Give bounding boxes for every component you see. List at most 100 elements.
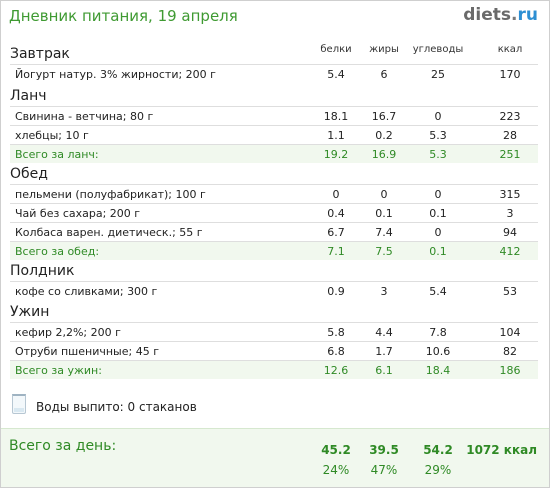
food-fat: 1.7 xyxy=(375,345,393,358)
food-name: Свинина - ветчина; 80 г xyxy=(15,110,154,123)
food-kcal: 223 xyxy=(499,110,521,123)
page-title: Дневник питания, 19 апреля xyxy=(9,7,238,25)
food-fat: 3 xyxy=(380,285,388,298)
total-carbs: 18.4 xyxy=(425,364,451,377)
food-name: Отруби пшеничные; 45 г xyxy=(15,345,159,358)
food-name: хлебцы; 10 г xyxy=(15,129,89,142)
food-fat: 0.2 xyxy=(375,129,393,142)
food-row[interactable]: хлебцы; 10 г 1.1 0.2 5.3 28 xyxy=(10,125,538,144)
meal-total-row: Всего за ланч: 19.2 16.9 5.3 251 xyxy=(10,144,538,163)
food-kcal: 3 xyxy=(506,207,514,220)
meal-title: Полдник xyxy=(10,263,75,279)
meal-total-label: Всего за ланч: xyxy=(15,148,99,161)
food-row[interactable]: кефир 2,2%; 200 г 5.8 4.4 7.8 104 xyxy=(10,322,538,341)
logo-name: diets xyxy=(463,5,512,25)
meal-breakfast: Завтрак Йогурт натур. 3% жирности; 200 г… xyxy=(10,44,538,83)
meal-snack: Полдник кофе со сливками; 300 г 0.9 3 5.… xyxy=(10,261,538,300)
food-name: Йогурт натур. 3% жирности; 200 г xyxy=(15,68,216,81)
total-fat: 7.5 xyxy=(375,245,393,258)
food-name: кофе со сливками; 300 г xyxy=(15,285,158,298)
day-total-kcal: 1072 ккал xyxy=(466,443,537,457)
meal-title: Ланч xyxy=(10,88,47,104)
food-row[interactable]: Йогурт натур. 3% жирности; 200 г 5.4 6 2… xyxy=(10,64,538,83)
column-header-carbs: углеводы xyxy=(412,44,464,55)
day-total-fat: 39.5 xyxy=(369,443,399,457)
column-header-fat: жиры xyxy=(369,44,399,55)
day-total-box: Всего за день: 45.2 39.5 54.2 1072 ккал … xyxy=(1,428,549,487)
food-name: пельмени (полуфабрикат); 100 г xyxy=(15,188,206,201)
day-protein-percent: 24% xyxy=(322,463,350,477)
food-carbs: 0.1 xyxy=(429,207,447,220)
meal-lunch: Ланч Свинина - ветчина; 80 г 18.1 16.7 0… xyxy=(10,86,538,163)
total-carbs: 0.1 xyxy=(429,245,447,258)
total-protein: 19.2 xyxy=(323,148,349,161)
food-row[interactable]: Свинина - ветчина; 80 г 18.1 16.7 0 223 xyxy=(10,106,538,125)
day-total-label: Всего за день: xyxy=(9,438,117,454)
food-protein: 5.8 xyxy=(327,326,345,339)
total-carbs: 5.3 xyxy=(429,148,447,161)
food-kcal: 170 xyxy=(499,68,521,81)
food-fat: 16.7 xyxy=(371,110,397,123)
total-kcal: 412 xyxy=(499,245,521,258)
meal-title: Обед xyxy=(10,166,48,182)
food-protein: 18.1 xyxy=(323,110,349,123)
day-fat-percent: 47% xyxy=(370,463,398,477)
food-kcal: 104 xyxy=(499,326,521,339)
food-carbs: 0 xyxy=(434,110,442,123)
food-fat: 4.4 xyxy=(375,326,393,339)
food-kcal: 82 xyxy=(503,345,517,358)
food-row[interactable]: Колбаса варен. диетическ.; 55 г 6.7 7.4 … xyxy=(10,222,538,241)
total-protein: 7.1 xyxy=(327,245,345,258)
meal-title: Завтрак xyxy=(10,46,70,62)
food-protein: 6.7 xyxy=(327,226,345,239)
food-protein: 6.8 xyxy=(327,345,345,358)
food-carbs: 0 xyxy=(434,188,442,201)
food-name: Колбаса варен. диетическ.; 55 г xyxy=(15,226,203,239)
food-fat: 6 xyxy=(380,68,388,81)
header: Дневник питания, 19 апреля diets.ru xyxy=(0,0,550,36)
food-carbs: 5.3 xyxy=(429,129,447,142)
food-row[interactable]: Отруби пшеничные; 45 г 6.8 1.7 10.6 82 xyxy=(10,341,538,360)
meal-total-label: Всего за обед: xyxy=(15,245,100,258)
total-protein: 12.6 xyxy=(323,364,349,377)
food-fat: 7.4 xyxy=(375,226,393,239)
column-headers: белки жиры углеводы ккал xyxy=(10,44,538,60)
food-carbs: 0 xyxy=(434,226,442,239)
food-kcal: 28 xyxy=(503,129,517,142)
food-protein: 1.1 xyxy=(327,129,345,142)
food-name: кефир 2,2%; 200 г xyxy=(15,326,121,339)
food-protein: 0.4 xyxy=(327,207,345,220)
day-carbs-percent: 29% xyxy=(424,463,452,477)
meal-total-row: Всего за обед: 7.1 7.5 0.1 412 xyxy=(10,241,538,260)
food-row[interactable]: кофе со сливками; 300 г 0.9 3 5.4 53 xyxy=(10,281,538,300)
meal-dinner: Обед пельмени (полуфабрикат); 100 г 0 0 … xyxy=(10,164,538,260)
total-kcal: 186 xyxy=(499,364,521,377)
day-total-protein: 45.2 xyxy=(321,443,351,457)
glass-icon xyxy=(12,394,26,414)
food-name: Чай без сахара; 200 г xyxy=(15,207,141,220)
food-kcal: 94 xyxy=(503,226,517,239)
column-header-protein: белки xyxy=(320,44,352,55)
food-kcal: 315 xyxy=(499,188,521,201)
food-protein: 0 xyxy=(332,188,340,201)
food-protein: 0.9 xyxy=(327,285,345,298)
total-fat: 6.1 xyxy=(375,364,393,377)
total-fat: 16.9 xyxy=(371,148,397,161)
food-carbs: 7.8 xyxy=(429,326,447,339)
food-protein: 5.4 xyxy=(327,68,345,81)
food-carbs: 10.6 xyxy=(425,345,451,358)
logo-dot: . xyxy=(511,5,518,25)
meal-title: Ужин xyxy=(10,304,50,320)
logo[interactable]: diets.ru xyxy=(463,5,538,25)
food-row[interactable]: пельмени (полуфабрикат); 100 г 0 0 0 315 xyxy=(10,184,538,203)
day-total-carbs: 54.2 xyxy=(423,443,453,457)
water-intake[interactable]: Воды выпито: 0 стаканов xyxy=(10,394,310,420)
logo-tld: ru xyxy=(517,5,539,25)
meal-total-row: Всего за ужин: 12.6 6.1 18.4 186 xyxy=(10,360,538,379)
total-kcal: 251 xyxy=(499,148,521,161)
food-fat: 0.1 xyxy=(375,207,393,220)
food-carbs: 5.4 xyxy=(429,285,447,298)
food-fat: 0 xyxy=(380,188,388,201)
water-text: Воды выпито: 0 стаканов xyxy=(36,400,197,414)
food-row[interactable]: Чай без сахара; 200 г 0.4 0.1 0.1 3 xyxy=(10,203,538,222)
